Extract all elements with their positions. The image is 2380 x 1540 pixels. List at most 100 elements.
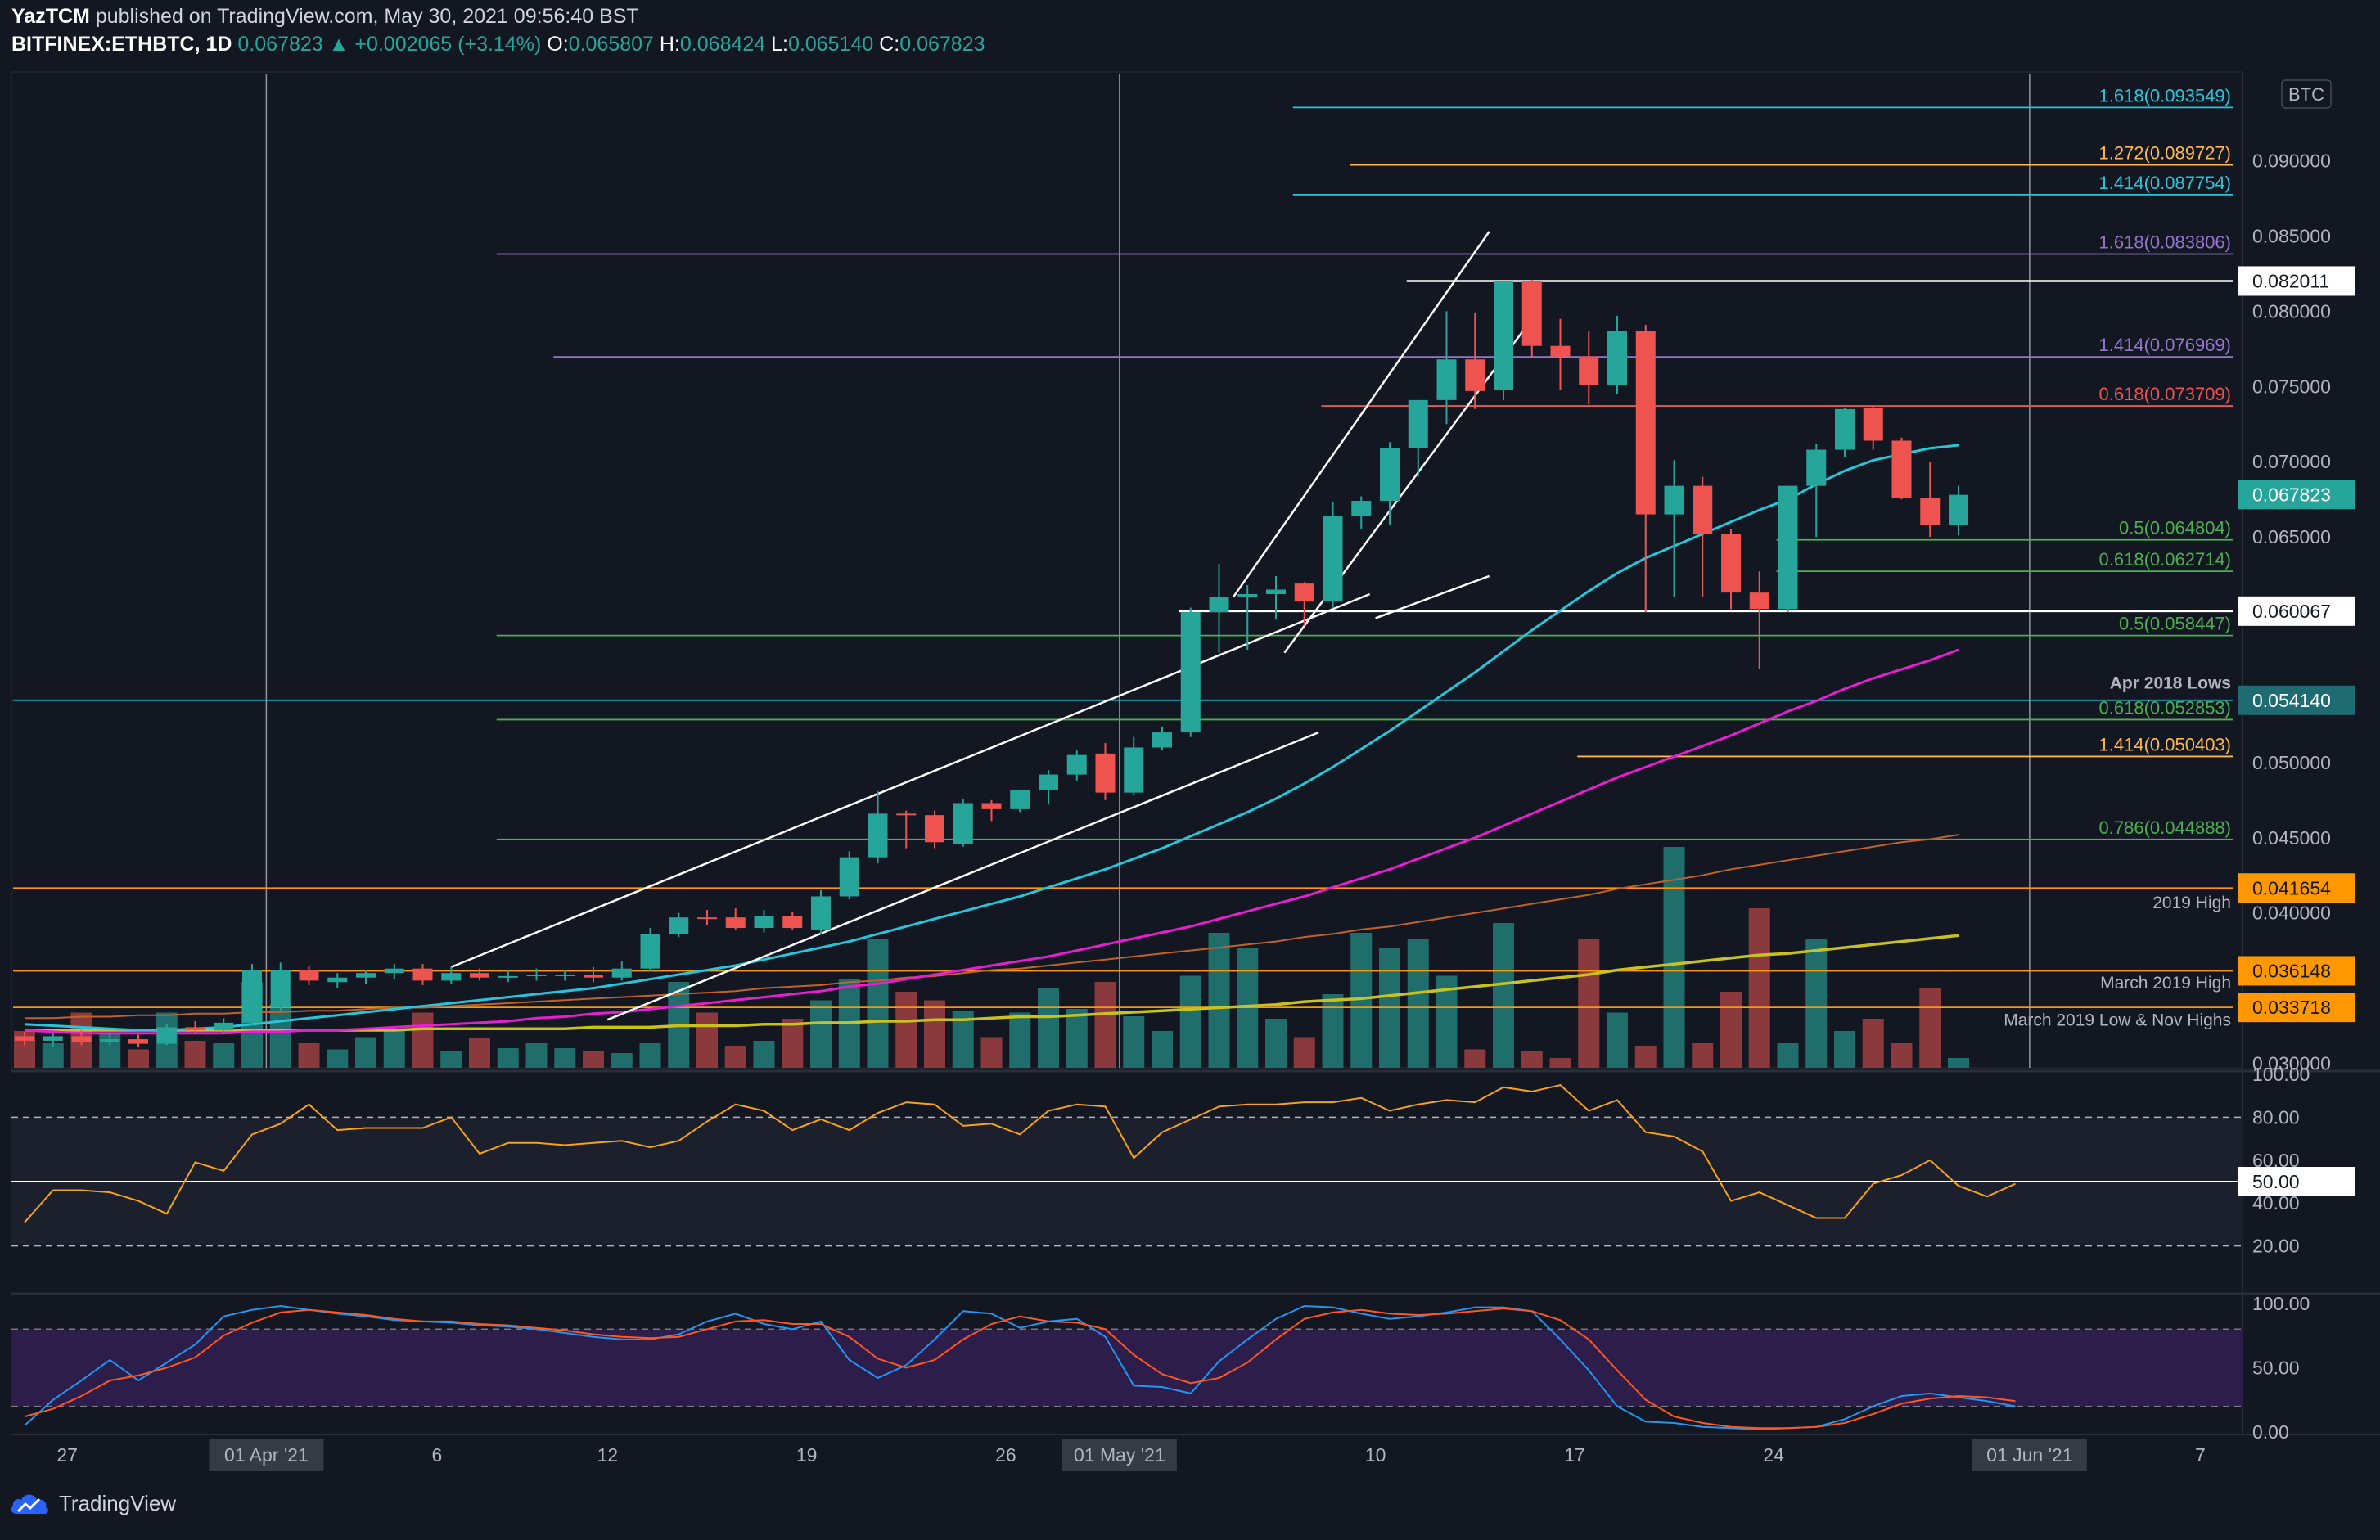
candle-body — [1209, 597, 1229, 613]
stoch-axis-label: 100.00 — [2252, 1293, 2310, 1314]
candle — [15, 1031, 34, 1046]
candle-body — [1579, 356, 1599, 385]
candle — [896, 810, 917, 849]
candle-body — [555, 975, 575, 977]
ohlc-legend: BITFINEX:ETHBTC, 1D 0.067823 ▲ +0.002065… — [11, 33, 985, 56]
candle-body — [128, 1039, 148, 1044]
high-value: 0.068424 — [679, 33, 766, 56]
tradingview-cloud-icon — [11, 1494, 48, 1515]
volume-bar — [1720, 992, 1742, 1068]
trendline — [1375, 574, 1490, 619]
candle-body — [242, 970, 262, 1023]
price-axis-label: 0.030000 — [2252, 1052, 2331, 1074]
volume-bar — [1464, 1049, 1486, 1068]
volume-bar — [1862, 1019, 1884, 1068]
volume-bar — [1549, 1058, 1571, 1068]
candle-body — [384, 968, 404, 974]
price-tag-label: 0.060067 — [2252, 601, 2331, 622]
candle — [981, 799, 1002, 822]
candle-body — [1891, 440, 1912, 498]
price-tag — [2238, 873, 2355, 903]
time-axis-label: 01 Jun '21 — [1986, 1444, 2072, 1466]
main-pane — [11, 71, 2243, 1069]
candle — [697, 909, 717, 925]
price-axis-label: 0.070000 — [2252, 451, 2331, 472]
chart-annotation: March 2019 High — [2100, 974, 2231, 993]
volume-bar — [1038, 988, 1059, 1068]
volume-bar — [554, 1048, 576, 1068]
candle — [441, 966, 462, 984]
volume-bar — [867, 939, 889, 1068]
level-label: 1.618(0.093549) — [2099, 85, 2231, 106]
chart-annotation: Apr 2018 Lows — [2110, 674, 2231, 693]
candle — [1010, 789, 1030, 813]
candle-body — [669, 917, 689, 934]
candle-body — [1408, 399, 1428, 448]
candle — [384, 964, 404, 979]
horizontal-levels: 1.618(0.093549) 1.272(0.089727) 1.414(0.08… — [13, 85, 2233, 1009]
candle-body — [15, 1036, 34, 1041]
tradingview-logo[interactable]: TradingView — [10, 1489, 176, 1517]
rsi-level-tag — [2238, 1167, 2355, 1196]
candle — [270, 962, 291, 1011]
price-axis-label: 0.080000 — [2252, 300, 2331, 322]
candle-body — [1749, 592, 1769, 610]
volume-bar — [639, 1043, 661, 1068]
volume-bar — [269, 1004, 291, 1068]
candle-body — [584, 975, 603, 978]
time-axis-label: 7 — [2195, 1444, 2206, 1466]
volume-bar — [753, 1041, 775, 1068]
candle-body — [214, 1022, 234, 1031]
stoch-axis-label: 50.00 — [2252, 1357, 2300, 1378]
candle-body — [1664, 485, 1684, 515]
candle-body — [1010, 789, 1030, 809]
rsi-line — [24, 1084, 2016, 1223]
price-tag-label: 0.082011 — [2252, 270, 2329, 291]
candle-body — [156, 1027, 177, 1044]
candle — [1294, 582, 1314, 626]
price-tag — [2238, 685, 2355, 715]
volume-bar — [1607, 1012, 1628, 1068]
candle — [1835, 408, 1855, 457]
stoch-band — [11, 1329, 2243, 1407]
volume-bar — [1692, 1043, 1714, 1068]
symbol-label[interactable]: BITFINEX:ETHBTC, 1D — [11, 33, 232, 56]
sma50-line — [24, 648, 1959, 1035]
candle — [782, 911, 803, 930]
price-tag-label: 0.033718 — [2252, 997, 2331, 1018]
candle-body — [839, 857, 859, 897]
chart-header: YazTCM published on TradingView.com, May… — [0, 0, 2380, 65]
candle-body — [441, 973, 462, 981]
price-axis-label: 0.090000 — [2252, 151, 2331, 172]
volume-bar — [1152, 1031, 1173, 1068]
candle — [214, 1018, 234, 1033]
candle — [412, 964, 433, 985]
candle — [299, 966, 319, 985]
time-axis-highlight — [209, 1439, 324, 1471]
volume-bar — [1521, 1051, 1543, 1068]
volume-bar — [696, 1012, 718, 1068]
time-axis-label: 01 Apr '21 — [224, 1444, 309, 1466]
price-tag — [2238, 480, 2355, 510]
price-tag-label: 0.054140 — [2252, 690, 2331, 711]
trendline — [450, 592, 1371, 969]
level-label: 0.786(0.044888) — [2099, 817, 2231, 838]
candle-body — [611, 968, 632, 978]
candle — [1891, 437, 1912, 500]
candle-body — [1693, 485, 1713, 534]
publisher-name[interactable]: YazTCM — [11, 5, 90, 28]
time-axis-label: 6 — [431, 1444, 442, 1466]
candle-body — [185, 1027, 205, 1031]
volume-bar — [583, 1051, 604, 1068]
last-price: 0.067823 — [237, 33, 323, 56]
candle — [43, 1033, 63, 1047]
volume-bar — [383, 1031, 405, 1068]
volume-bar — [1891, 1043, 1913, 1068]
candle — [725, 908, 746, 930]
candle — [953, 798, 973, 847]
trendline — [606, 731, 1319, 1021]
volume-bar — [497, 1048, 519, 1068]
time-axis-label: 01 May '21 — [1074, 1444, 1165, 1466]
candle-body — [1465, 359, 1485, 391]
